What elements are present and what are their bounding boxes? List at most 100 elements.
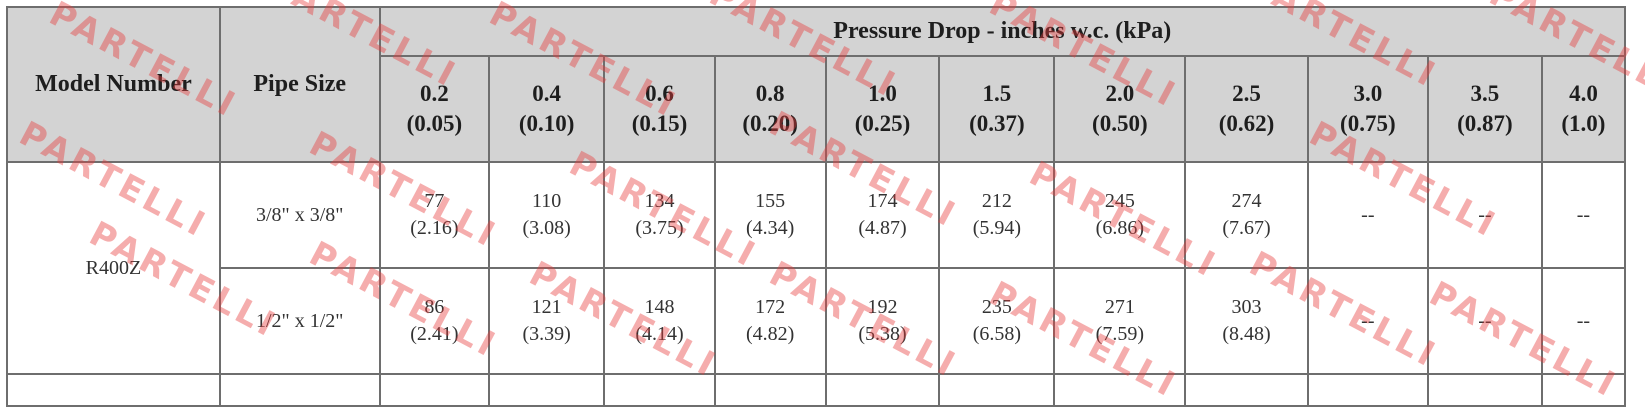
pressure-column-header: 2.5 (0.62) — [1184, 55, 1309, 163]
empty-cell — [488, 373, 606, 407]
flow-value-kpa: (5.38) — [858, 323, 907, 345]
column-kpa-label: (0.50) — [1092, 111, 1148, 136]
empty-cell — [1426, 373, 1543, 407]
flow-value-cell: -- — [1426, 267, 1543, 375]
column-inwc-label: 2.0 — [1105, 81, 1135, 106]
empty-cell — [824, 373, 941, 407]
column-kpa-label: (0.10) — [518, 111, 575, 136]
flow-value-cell: 235 (6.58) — [938, 267, 1056, 375]
flow-value: 121 — [531, 296, 562, 318]
flow-value: 212 — [981, 190, 1012, 212]
flow-value-cell: 172 (4.82) — [713, 267, 827, 375]
flow-value-kpa: (2.41) — [410, 323, 459, 345]
flow-value: 155 — [755, 190, 786, 212]
flow-value-cell: -- — [1540, 161, 1627, 269]
flow-value-kpa: (5.94) — [972, 217, 1022, 239]
flow-value: -- — [1576, 203, 1591, 226]
column-inwc-label: 2.5 — [1232, 81, 1261, 106]
flow-value-cell: 274 (7.67) — [1184, 161, 1309, 269]
column-inwc-label: 4.0 — [1569, 81, 1598, 106]
flow-value: 77 — [424, 190, 445, 212]
flow-value-cell: 121 (3.39) — [488, 267, 606, 375]
pressure-drop-table: Model Number Pipe Size Pressure Drop - i… — [6, 6, 1627, 407]
column-kpa-label: (0.62) — [1218, 111, 1275, 136]
flow-value-kpa: (4.34) — [746, 217, 795, 239]
flow-value-cell: 134 (3.75) — [603, 161, 716, 269]
flow-value-kpa: (3.75) — [635, 217, 684, 239]
table-row-partial — [6, 373, 1627, 407]
flow-value-kpa: (3.39) — [522, 323, 571, 345]
flow-value-kpa: (7.59) — [1095, 323, 1144, 345]
pressure-column-header: 0.2 (0.05) — [378, 55, 491, 163]
flow-value-kpa: (4.14) — [635, 323, 684, 345]
flow-value: 303 — [1231, 296, 1262, 318]
flow-value-cell: 212 (5.94) — [938, 161, 1056, 269]
empty-cell — [1540, 373, 1627, 407]
column-kpa-label: (0.20) — [742, 111, 798, 136]
flow-value-cell: -- — [1426, 161, 1543, 269]
flow-value: 134 — [644, 190, 675, 212]
flow-value: 274 — [1231, 190, 1262, 212]
empty-cell — [1306, 373, 1429, 407]
column-kpa-label: (0.25) — [854, 111, 911, 136]
pressure-column-header: 0.6 (0.15) — [603, 55, 716, 163]
empty-cell — [603, 373, 716, 407]
flow-value-kpa: (6.86) — [1095, 217, 1144, 239]
pressure-column-header: 3.0 (0.75) — [1306, 55, 1429, 163]
flow-value: 110 — [532, 190, 562, 212]
flow-value-cell: 271 (7.59) — [1053, 267, 1187, 375]
flow-value-kpa: (2.16) — [410, 217, 459, 239]
empty-cell — [218, 373, 381, 407]
pressure-column-header: 4.0 (1.0) — [1540, 55, 1627, 163]
pressure-column-header: 3.5 (0.87) — [1426, 55, 1543, 163]
flow-value-kpa: (3.08) — [522, 217, 571, 239]
column-kpa-label: (0.15) — [631, 111, 688, 136]
pressure-column-header: 0.8 (0.20) — [713, 55, 827, 163]
column-kpa-label: (0.87) — [1457, 111, 1513, 136]
column-inwc-label: 0.2 — [419, 81, 449, 106]
flow-value: 192 — [867, 296, 898, 318]
flow-value: 174 — [867, 190, 898, 212]
pipe-size-cell: 1/2" x 1/2" — [218, 267, 381, 375]
pressure-column-header: 1.5 (0.37) — [938, 55, 1056, 163]
column-inwc-label: 1.0 — [868, 81, 897, 106]
flow-value-kpa: (4.87) — [858, 217, 907, 239]
flow-value-kpa: (8.48) — [1222, 323, 1271, 345]
column-inwc-label: 0.8 — [755, 81, 785, 106]
pressure-drop-header: Pressure Drop - inches w.c. (kPa) — [378, 6, 1627, 57]
flow-value: 245 — [1104, 190, 1135, 212]
empty-cell — [6, 373, 221, 407]
column-kpa-label: (0.05) — [406, 111, 463, 136]
model-number-cell: R400Z — [6, 161, 221, 375]
flow-value-cell: 77 (2.16) — [378, 161, 491, 269]
empty-cell — [378, 373, 491, 407]
empty-cell — [1184, 373, 1309, 407]
table-row: 1/2" x 1/2" 86 (2.41) 121 (3.39) 148 (4.14) 172… — [7, 267, 1627, 375]
flow-value: -- — [1361, 309, 1375, 332]
column-inwc-label: 3.0 — [1353, 81, 1383, 106]
flow-value-cell: 192 (5.38) — [824, 267, 941, 375]
pressure-column-header: 0.4 (0.10) — [488, 55, 606, 163]
pressure-column-header: 1.0 (0.25) — [824, 55, 941, 163]
flow-value: 86 — [424, 296, 445, 318]
column-kpa-label: (1.0) — [1561, 111, 1606, 136]
flow-value-cell: -- — [1306, 161, 1429, 269]
flow-value-cell: -- — [1306, 267, 1429, 375]
flow-value-kpa: (6.58) — [972, 323, 1022, 345]
column-inwc-label: 0.4 — [532, 81, 562, 106]
flow-value: -- — [1478, 203, 1492, 226]
column-inwc-label: 0.6 — [645, 81, 674, 106]
flow-value: -- — [1576, 309, 1591, 332]
flow-value-cell: 155 (4.34) — [713, 161, 827, 269]
empty-cell — [938, 373, 1056, 407]
pipe-size-cell: 3/8" x 3/8" — [218, 161, 381, 269]
flow-value-cell: 86 (2.41) — [378, 267, 491, 375]
flow-value: -- — [1478, 309, 1492, 332]
flow-value-cell: 148 (4.14) — [603, 267, 716, 375]
empty-cell — [1053, 373, 1187, 407]
column-inwc-label: 1.5 — [982, 81, 1012, 106]
flow-value: 235 — [981, 296, 1012, 318]
flow-value-cell: 174 (4.87) — [824, 161, 941, 269]
flow-value-cell: 303 (8.48) — [1184, 267, 1309, 375]
flow-value-kpa: (7.67) — [1222, 217, 1271, 239]
